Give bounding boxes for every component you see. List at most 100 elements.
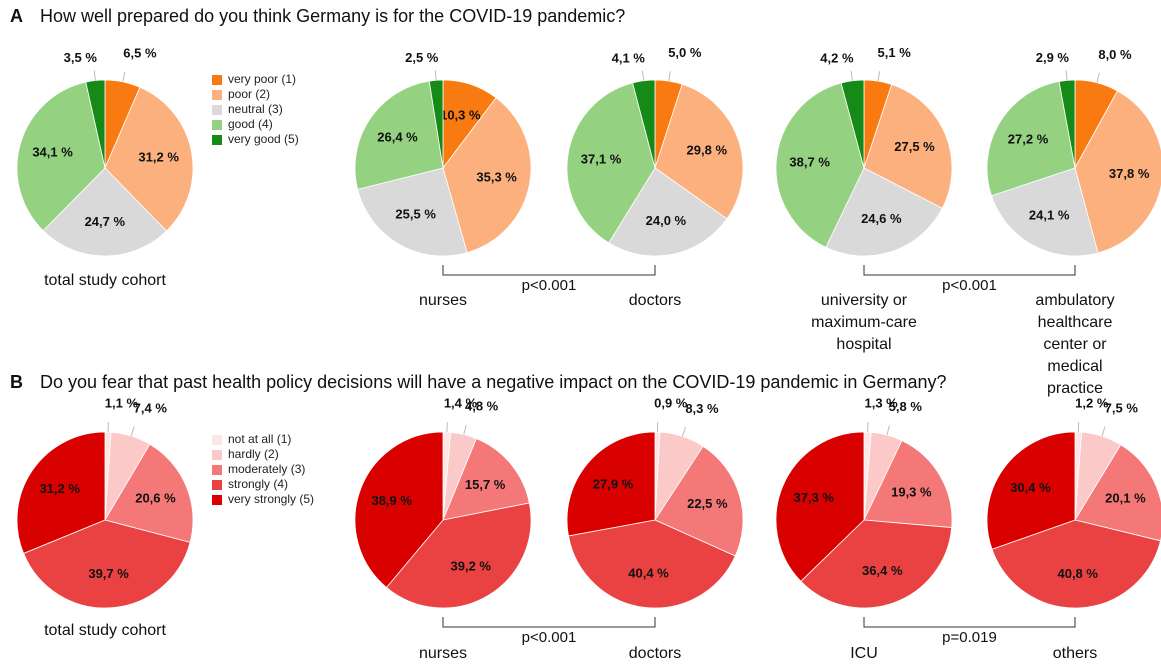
pie-caption: doctors (628, 645, 682, 662)
bracket (863, 617, 1076, 628)
data-label: 31,2 % (39, 481, 80, 496)
panel-label: A (10, 6, 23, 26)
data-label: 39,2 % (451, 558, 492, 573)
pie-caption: doctors (628, 292, 682, 309)
data-label: 24,0 % (646, 213, 687, 228)
pie-slice (800, 519, 953, 609)
legend-label: not at all (1) (228, 432, 291, 446)
data-label: 2,9 % (1036, 50, 1070, 65)
legend-label: poor (2) (228, 87, 270, 101)
data-label: 35,3 % (476, 169, 517, 184)
leader-line (641, 70, 645, 81)
data-label: 37,3 % (794, 490, 835, 505)
pie-slice (23, 519, 191, 609)
pie-slice (1074, 444, 1161, 542)
legend-swatch (212, 120, 222, 130)
panel-title: Do you fear that past health policy deci… (40, 372, 947, 392)
legend-swatch (212, 435, 222, 445)
bracket (863, 265, 1076, 276)
leader-line (1065, 70, 1068, 81)
pie-slice (42, 167, 168, 257)
data-label: 20,6 % (135, 491, 176, 506)
data-label: 15,7 % (465, 477, 506, 492)
data-label: 4,2 % (820, 50, 854, 65)
pie-slice (990, 167, 1099, 257)
pie-slice (354, 431, 444, 589)
data-label: 20,1 % (1105, 491, 1146, 506)
leader-line (681, 426, 687, 437)
legend-swatch (212, 135, 222, 145)
legend-label: very strongly (5) (228, 492, 314, 506)
data-label: 5,0 % (668, 45, 702, 60)
pie-slice (566, 82, 656, 244)
pie-slice (991, 519, 1161, 609)
data-label: 31,2 % (138, 150, 179, 165)
pie-slice (986, 80, 1076, 197)
p-value: p<0.001 (942, 277, 997, 294)
data-label: 22,5 % (687, 496, 728, 511)
pie-slice (16, 431, 106, 554)
data-label: 27,5 % (894, 139, 935, 154)
legend-label: very poor (1) (228, 72, 296, 86)
pie-slice (104, 86, 194, 232)
pie-slice (566, 431, 656, 537)
leader-line (434, 70, 437, 81)
pie-caption: university or maximum-care hospital (811, 292, 917, 353)
legend-swatch (212, 480, 222, 490)
data-label: 37,8 % (1109, 166, 1150, 181)
legend-label: hardly (2) (228, 447, 279, 461)
data-label: 4,8 % (465, 399, 499, 414)
leader-line (668, 71, 671, 82)
data-label: 24,7 % (85, 214, 126, 229)
leader-line (93, 70, 96, 81)
pie-slice (104, 443, 194, 543)
data-label: 0,9 % (654, 395, 688, 410)
legend-swatch (212, 75, 222, 85)
bracket (442, 617, 656, 628)
pie-slice (608, 167, 728, 257)
legend-label: neutral (3) (228, 102, 283, 116)
data-label: 19,3 % (891, 484, 932, 499)
pie-slice (385, 502, 532, 609)
pie-caption: nurses (418, 292, 468, 309)
legend-swatch (212, 495, 222, 505)
data-label: 27,9 % (593, 477, 634, 492)
pie-caption: others (1052, 645, 1098, 662)
pie-slice (863, 83, 953, 209)
p-value: p=0.019 (942, 629, 997, 646)
legend-swatch (212, 105, 222, 115)
data-label: 38,7 % (789, 154, 830, 169)
pie-slice (825, 167, 943, 257)
data-label: 27,2 % (1008, 132, 1049, 147)
data-label: 1,2 % (1075, 396, 1109, 411)
pie-slice (654, 83, 744, 220)
data-label: 8,3 % (685, 401, 719, 416)
pie-slice (654, 445, 744, 557)
legend-label: good (4) (228, 117, 273, 131)
leader-line (1101, 426, 1106, 437)
pie-caption: ambulatory healthcare center or medical … (1035, 292, 1115, 397)
leader-line (877, 71, 881, 82)
data-label: 37,1 % (581, 151, 622, 166)
pie-slice (1074, 90, 1161, 254)
pie-slice (16, 81, 106, 232)
panel-title: How well prepared do you think Germany i… (40, 6, 626, 26)
data-label: 40,8 % (1057, 566, 1098, 581)
pie-slice (567, 519, 736, 609)
leader-line (122, 71, 126, 82)
data-label: 24,6 % (861, 211, 902, 226)
pie-slice (986, 431, 1076, 550)
pie-slice (442, 438, 530, 521)
data-label: 6,5 % (123, 46, 157, 61)
data-label: 5,1 % (878, 45, 912, 60)
data-label: 39,7 % (88, 566, 129, 581)
pie-slice (775, 82, 865, 248)
data-label: 1,1 % (105, 396, 139, 411)
legend-label: moderately (3) (228, 462, 305, 476)
pie-slice (442, 97, 532, 254)
pie-caption: total study cohort (44, 622, 166, 639)
pie-caption: nurses (418, 645, 468, 662)
legend-label: strongly (4) (228, 477, 288, 491)
